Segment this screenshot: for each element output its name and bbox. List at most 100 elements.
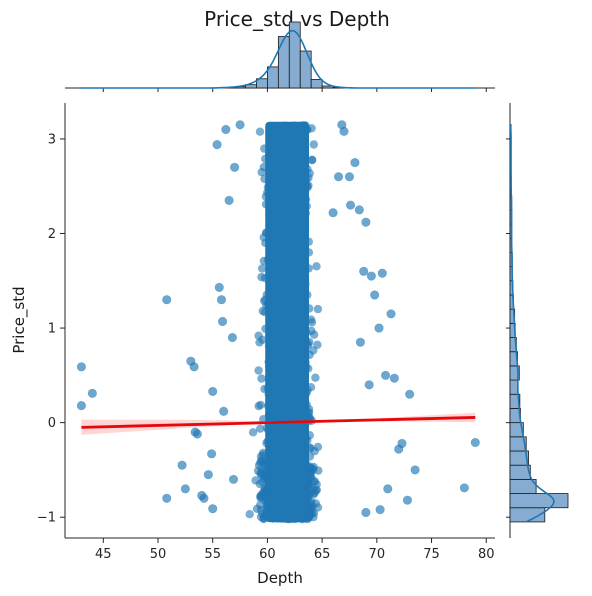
histogram-bar — [277, 36, 290, 89]
scatter-point — [177, 460, 187, 470]
scatter-point — [311, 499, 320, 508]
scatter-point — [255, 479, 265, 489]
scatter-point — [228, 474, 239, 484]
scatter-point — [374, 323, 384, 333]
dense-core — [265, 121, 309, 523]
x-tick-label: 65 — [314, 547, 331, 562]
x-tick-label: 60 — [259, 547, 276, 562]
scatter-point — [410, 465, 420, 475]
scatter-point — [217, 316, 228, 327]
scatter-point — [307, 318, 317, 327]
scatter-point — [235, 120, 245, 130]
scatter-point — [256, 491, 265, 500]
x-tick-label: 80 — [478, 547, 495, 562]
scatter-point — [221, 124, 231, 135]
scatter-point — [254, 366, 263, 375]
scatter-point — [405, 389, 415, 399]
main-plot-area — [76, 120, 480, 524]
scatter-point — [345, 200, 356, 210]
scatter-point — [180, 484, 190, 494]
scatter-point — [361, 217, 371, 227]
y-tick-label: 2 — [48, 227, 56, 242]
kde-curve — [509, 124, 555, 523]
axes: 45 50 55 60 65 70 75 80 −1 0 1 2 3 — [37, 103, 495, 562]
scatter-point — [162, 493, 172, 503]
x-tick-label: 55 — [204, 547, 221, 562]
marginal-y-histogram — [506, 103, 569, 538]
scatter-point — [227, 332, 238, 343]
histogram-bar — [509, 493, 569, 509]
scatter-point — [328, 208, 338, 218]
scatter-point — [361, 507, 371, 518]
scatter-point — [470, 437, 480, 448]
scatter-point — [337, 120, 347, 130]
scatter-point — [216, 295, 227, 305]
scatter-point — [309, 140, 318, 149]
scatter-point — [245, 510, 254, 519]
histogram-bar — [267, 66, 279, 89]
scatter-point — [214, 282, 224, 293]
y-tick-label: 1 — [48, 322, 56, 337]
scatter-point — [224, 195, 234, 206]
regression-line — [81, 416, 476, 429]
scatter-point — [256, 424, 265, 433]
scatter-point — [229, 162, 240, 172]
histogram-bar — [299, 50, 312, 89]
scatter-point — [370, 290, 380, 300]
scatter-point — [162, 295, 172, 305]
scatter-point — [364, 380, 374, 390]
scatter-point — [389, 373, 399, 383]
scatter-point — [377, 268, 387, 278]
scatter-point — [257, 374, 266, 383]
scatter-point — [208, 386, 218, 397]
scatter-point — [333, 172, 344, 182]
scatter-point — [366, 271, 376, 281]
scatter-point — [199, 493, 209, 503]
scatter-point — [307, 463, 316, 472]
y-tick-label: −1 — [37, 511, 56, 526]
y-tick-label: 3 — [48, 132, 56, 147]
scatter-point — [309, 508, 319, 518]
scatter-point — [76, 362, 87, 372]
scatter-point — [375, 505, 385, 515]
x-tick-label: 45 — [95, 547, 112, 562]
scatter-point — [309, 330, 319, 339]
scatter-point — [380, 370, 391, 380]
scatter-point — [459, 483, 469, 493]
scatter-point — [402, 495, 413, 505]
outlier-points — [76, 120, 480, 518]
scatter-point — [312, 485, 321, 495]
scatter-point — [313, 304, 323, 314]
scatter-point — [313, 340, 322, 349]
x-tick-label: 70 — [369, 547, 386, 562]
scatter-point — [350, 157, 360, 168]
scatter-point — [312, 262, 321, 271]
scatter-point — [192, 429, 202, 439]
scatter-point — [397, 438, 407, 449]
scatter-point — [386, 309, 396, 319]
scatter-point — [248, 428, 258, 437]
scatter-point — [258, 335, 267, 344]
scatter-point — [258, 448, 268, 458]
scatter-point — [76, 401, 87, 411]
scatter-point — [255, 127, 265, 136]
scatter-point — [355, 337, 366, 347]
x-tick-label: 50 — [150, 547, 167, 562]
scatter-point — [207, 449, 217, 459]
scatter-point — [252, 504, 262, 513]
dense-point-cloud — [245, 121, 323, 524]
histogram-bar — [509, 379, 519, 395]
regression-confidence-band — [81, 412, 476, 435]
y-tick-label: 0 — [48, 416, 56, 431]
scatter-point — [311, 373, 320, 382]
marginal-x-histogram — [65, 21, 495, 92]
y-axis-title: Price_std — [10, 286, 29, 353]
scatter-point — [219, 406, 229, 416]
scatter-point — [258, 264, 267, 273]
scatter-point — [344, 172, 355, 182]
scatter-point — [359, 266, 369, 276]
scatter-point — [254, 401, 263, 411]
scatter-point — [203, 470, 213, 480]
scatter-point — [307, 155, 317, 165]
